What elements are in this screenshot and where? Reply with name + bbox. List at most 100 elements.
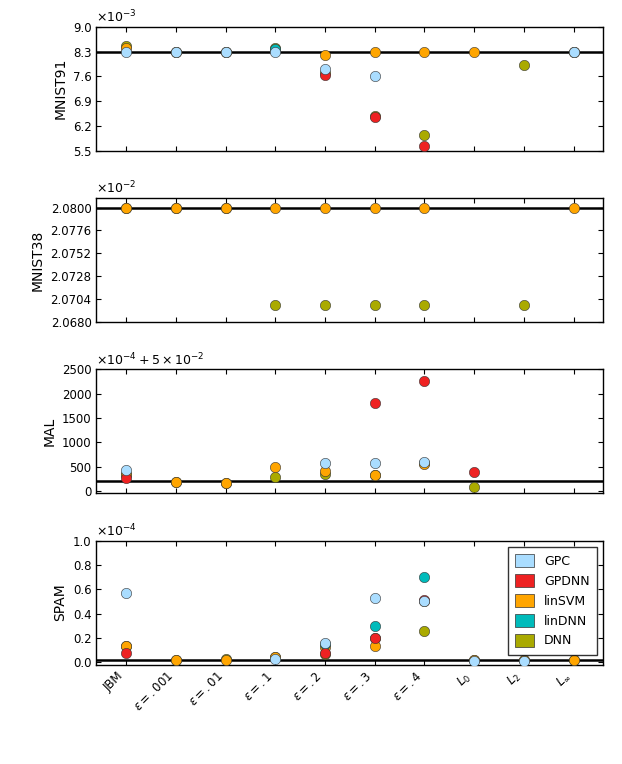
Point [271, 651, 281, 663]
Point [469, 481, 479, 494]
Point [271, 202, 281, 214]
Point [271, 651, 281, 663]
Point [469, 654, 479, 666]
Point [469, 655, 479, 667]
Point [271, 652, 281, 665]
Point [320, 636, 330, 649]
Y-axis label: MNIST91: MNIST91 [53, 58, 67, 119]
Point [171, 45, 181, 57]
Point [369, 469, 379, 481]
Point [121, 42, 131, 54]
Point [121, 639, 131, 652]
Point [519, 655, 529, 667]
Point [369, 591, 379, 604]
Point [419, 375, 429, 387]
Point [419, 594, 429, 607]
Legend: GPC, GPDNN, linSVM, linDNN, DNN: GPC, GPDNN, linSVM, linDNN, DNN [508, 547, 597, 655]
Point [171, 476, 181, 488]
Point [369, 632, 379, 644]
Point [121, 464, 131, 476]
Text: $\times10^{-4}+5\times10^{-2}$: $\times10^{-4}+5\times10^{-2}$ [96, 351, 205, 368]
Point [271, 471, 281, 484]
Point [419, 139, 429, 151]
Point [320, 202, 330, 214]
Text: $\times10^{-4}$: $\times10^{-4}$ [96, 523, 137, 539]
Y-axis label: MNIST38: MNIST38 [31, 229, 45, 290]
Point [171, 654, 181, 666]
Point [121, 471, 131, 484]
Point [419, 45, 429, 57]
Point [519, 654, 529, 666]
Point [419, 299, 429, 311]
Point [271, 44, 281, 56]
Point [519, 59, 529, 71]
Point [121, 587, 131, 599]
Point [369, 110, 379, 122]
Point [369, 469, 379, 481]
Point [369, 111, 379, 123]
Point [271, 44, 281, 56]
Point [569, 202, 578, 214]
Point [419, 595, 429, 607]
Y-axis label: SPAM: SPAM [53, 584, 67, 621]
Point [569, 654, 578, 666]
Point [271, 42, 281, 54]
Point [369, 457, 379, 469]
Point [121, 646, 131, 659]
Point [369, 70, 379, 82]
Point [221, 45, 231, 57]
Point [419, 624, 429, 636]
Point [419, 571, 429, 583]
Point [171, 45, 181, 57]
Point [221, 477, 231, 489]
Point [271, 461, 281, 473]
Point [419, 202, 429, 214]
Point [320, 49, 330, 61]
Point [171, 654, 181, 666]
Point [121, 469, 131, 481]
Point [569, 654, 578, 666]
Point [469, 465, 479, 478]
Point [419, 458, 429, 470]
Point [469, 45, 479, 57]
Point [569, 45, 578, 57]
Point [121, 45, 131, 57]
Y-axis label: MAL: MAL [42, 416, 57, 446]
Point [419, 129, 429, 141]
Point [369, 397, 379, 410]
Point [369, 45, 379, 57]
Point [221, 45, 231, 57]
Point [419, 594, 429, 607]
Point [271, 299, 281, 311]
Point [369, 202, 379, 214]
Point [469, 654, 479, 666]
Point [320, 648, 330, 660]
Point [369, 299, 379, 311]
Point [320, 647, 330, 659]
Point [369, 640, 379, 652]
Text: $\times10^{-3}$: $\times10^{-3}$ [96, 9, 137, 25]
Point [320, 457, 330, 469]
Point [369, 632, 379, 644]
Point [121, 202, 131, 214]
Point [171, 202, 181, 214]
Point [221, 45, 231, 57]
Point [121, 468, 131, 480]
Point [171, 202, 181, 214]
Point [171, 476, 181, 488]
Point [419, 455, 429, 468]
Point [221, 654, 231, 666]
Point [519, 299, 529, 311]
Point [221, 478, 231, 490]
Point [419, 457, 429, 469]
Point [320, 468, 330, 481]
Point [320, 465, 330, 477]
Point [320, 66, 330, 79]
Point [221, 202, 231, 214]
Point [221, 202, 231, 214]
Point [171, 45, 181, 57]
Point [221, 653, 231, 665]
Point [320, 641, 330, 653]
Point [121, 40, 131, 52]
Text: $\times10^{-2}$: $\times10^{-2}$ [96, 180, 137, 197]
